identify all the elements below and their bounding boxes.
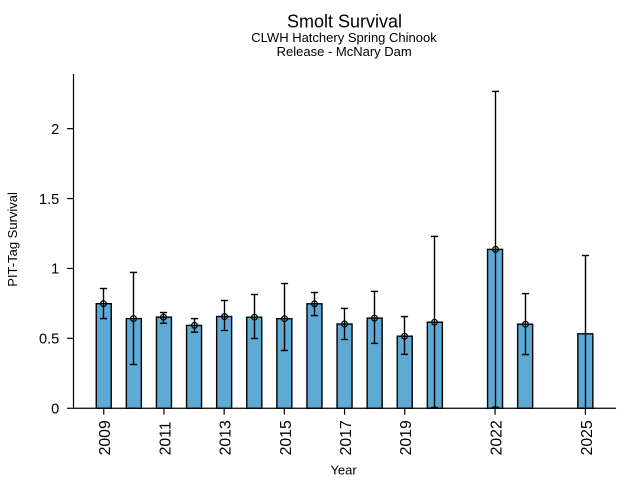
svg-text:0.5: 0.5: [39, 332, 59, 348]
svg-text:2: 2: [51, 122, 59, 138]
svg-text:2015: 2015: [278, 420, 295, 455]
svg-text:2019: 2019: [398, 420, 415, 455]
svg-text:Release - McNary Dam: Release - McNary Dam: [277, 44, 412, 59]
svg-text:1: 1: [51, 262, 59, 278]
svg-text:2017: 2017: [338, 420, 355, 455]
svg-text:Smolt Survival: Smolt Survival: [287, 12, 402, 32]
svg-text:PIT-Tag Survival: PIT-Tag Survival: [5, 192, 20, 287]
svg-text:2013: 2013: [218, 420, 235, 455]
svg-text:2011: 2011: [157, 421, 174, 455]
svg-text:Year: Year: [330, 462, 357, 477]
svg-text:CLWH Hatchery Spring Chinook: CLWH Hatchery Spring Chinook: [251, 30, 437, 45]
svg-text:0: 0: [51, 401, 59, 417]
svg-text:2009: 2009: [97, 420, 114, 455]
svg-text:1.5: 1.5: [39, 192, 59, 208]
svg-text:2022: 2022: [488, 420, 505, 455]
svg-text:2025: 2025: [579, 420, 596, 455]
